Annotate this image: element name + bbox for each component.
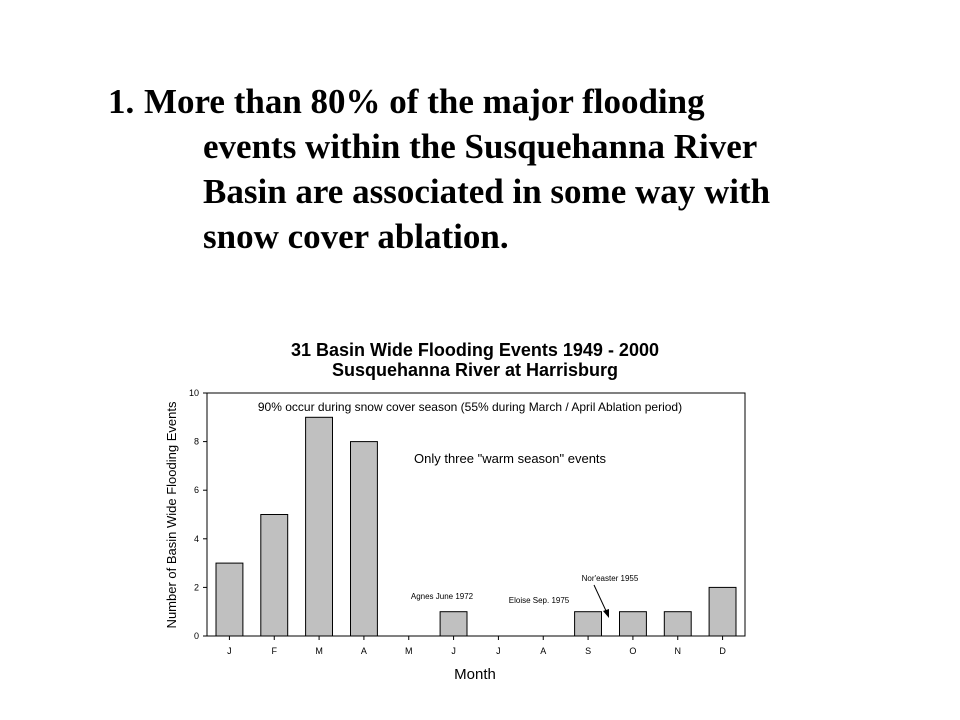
- bullet-number: 1.: [108, 82, 135, 121]
- noreaster-arrow-line: [593, 584, 608, 614]
- y-tick-label: 2: [194, 582, 199, 592]
- bar-9: [574, 611, 603, 637]
- bar-2: [260, 514, 289, 637]
- bullet-line-1: More than 80% of the major flooding: [144, 82, 705, 121]
- annotation-agnes: Agnes June 1972: [411, 592, 474, 601]
- x-tick-label: J: [227, 646, 232, 656]
- y-tick-label: 0: [194, 631, 199, 641]
- bar-3: [305, 416, 334, 637]
- flooding-chart: 31 Basin Wide Flooding Events 1949 - 200…: [150, 330, 750, 690]
- y-tick-label: 8: [194, 437, 199, 447]
- bullet-line-2: events within the Susquehanna River: [203, 127, 758, 166]
- bar-10: [619, 611, 647, 637]
- x-tick-label: J: [451, 646, 456, 656]
- bar-12: [708, 586, 737, 637]
- plot-frame: [206, 392, 746, 637]
- y-tick-label: 4: [194, 534, 199, 544]
- annotation-noreaster: Nor'easter 1955: [582, 574, 639, 583]
- y-ticks-layer: 0 2 4 6 8 10: [189, 388, 207, 641]
- annotation-snow-season: 90% occur during snow cover season (55% …: [258, 400, 682, 414]
- noreaster-arrow-head: [603, 609, 609, 618]
- bullet-line-4: snow cover ablation.: [203, 217, 509, 256]
- x-tick-label: S: [585, 646, 591, 656]
- x-tick-label: M: [315, 646, 323, 656]
- x-tick-label: D: [719, 646, 726, 656]
- bars-layer: [215, 416, 737, 637]
- y-tick-label: 6: [194, 485, 199, 495]
- x-tick-label: A: [540, 646, 546, 656]
- chart-title: 31 Basin Wide Flooding Events 1949 - 200…: [291, 340, 659, 360]
- chart-svg: 31 Basin Wide Flooding Events 1949 - 200…: [164, 340, 746, 683]
- x-tick-label: N: [675, 646, 682, 656]
- annotation-warm-season: Only three "warm season" events: [414, 451, 607, 466]
- x-tick-label: O: [629, 646, 636, 656]
- y-axis-label: Number of Basin Wide Flooding Events: [164, 401, 179, 628]
- bar-1: [215, 562, 244, 637]
- bar-4: [350, 441, 378, 637]
- x-axis-label: Month: [454, 666, 496, 683]
- bar-6: [439, 611, 468, 637]
- bullet-line-3: Basin are associated in some way with: [203, 172, 771, 211]
- y-tick-label: 10: [189, 388, 199, 398]
- x-tick-label: F: [272, 646, 278, 656]
- annotation-eloise: Eloise Sep. 1975: [509, 596, 570, 605]
- x-tick-label: A: [361, 646, 367, 656]
- x-tick-label: M: [405, 646, 413, 656]
- chart-subtitle: Susquehanna River at Harrisburg: [332, 360, 618, 380]
- bar-11: [663, 611, 692, 637]
- x-tick-label: J: [496, 646, 501, 656]
